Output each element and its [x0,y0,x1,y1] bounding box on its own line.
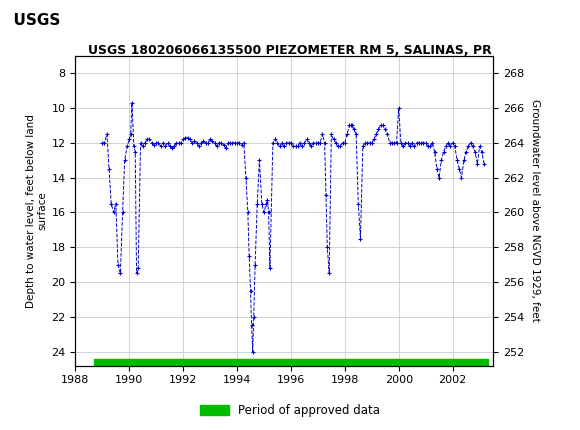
Y-axis label: Groundwater level above NGVD 1929, feet: Groundwater level above NGVD 1929, feet [530,99,539,322]
Y-axis label: Depth to water level, feet below land
surface: Depth to water level, feet below land su… [26,114,47,307]
Bar [95,359,488,365]
Text: USGS: USGS [3,13,60,28]
Text: USGS 180206066135500 PIEZOMETER RM 5, SALINAS, PR: USGS 180206066135500 PIEZOMETER RM 5, SA… [88,44,492,57]
FancyBboxPatch shape [3,3,78,37]
Legend: Period of approved data: Period of approved data [195,399,385,422]
